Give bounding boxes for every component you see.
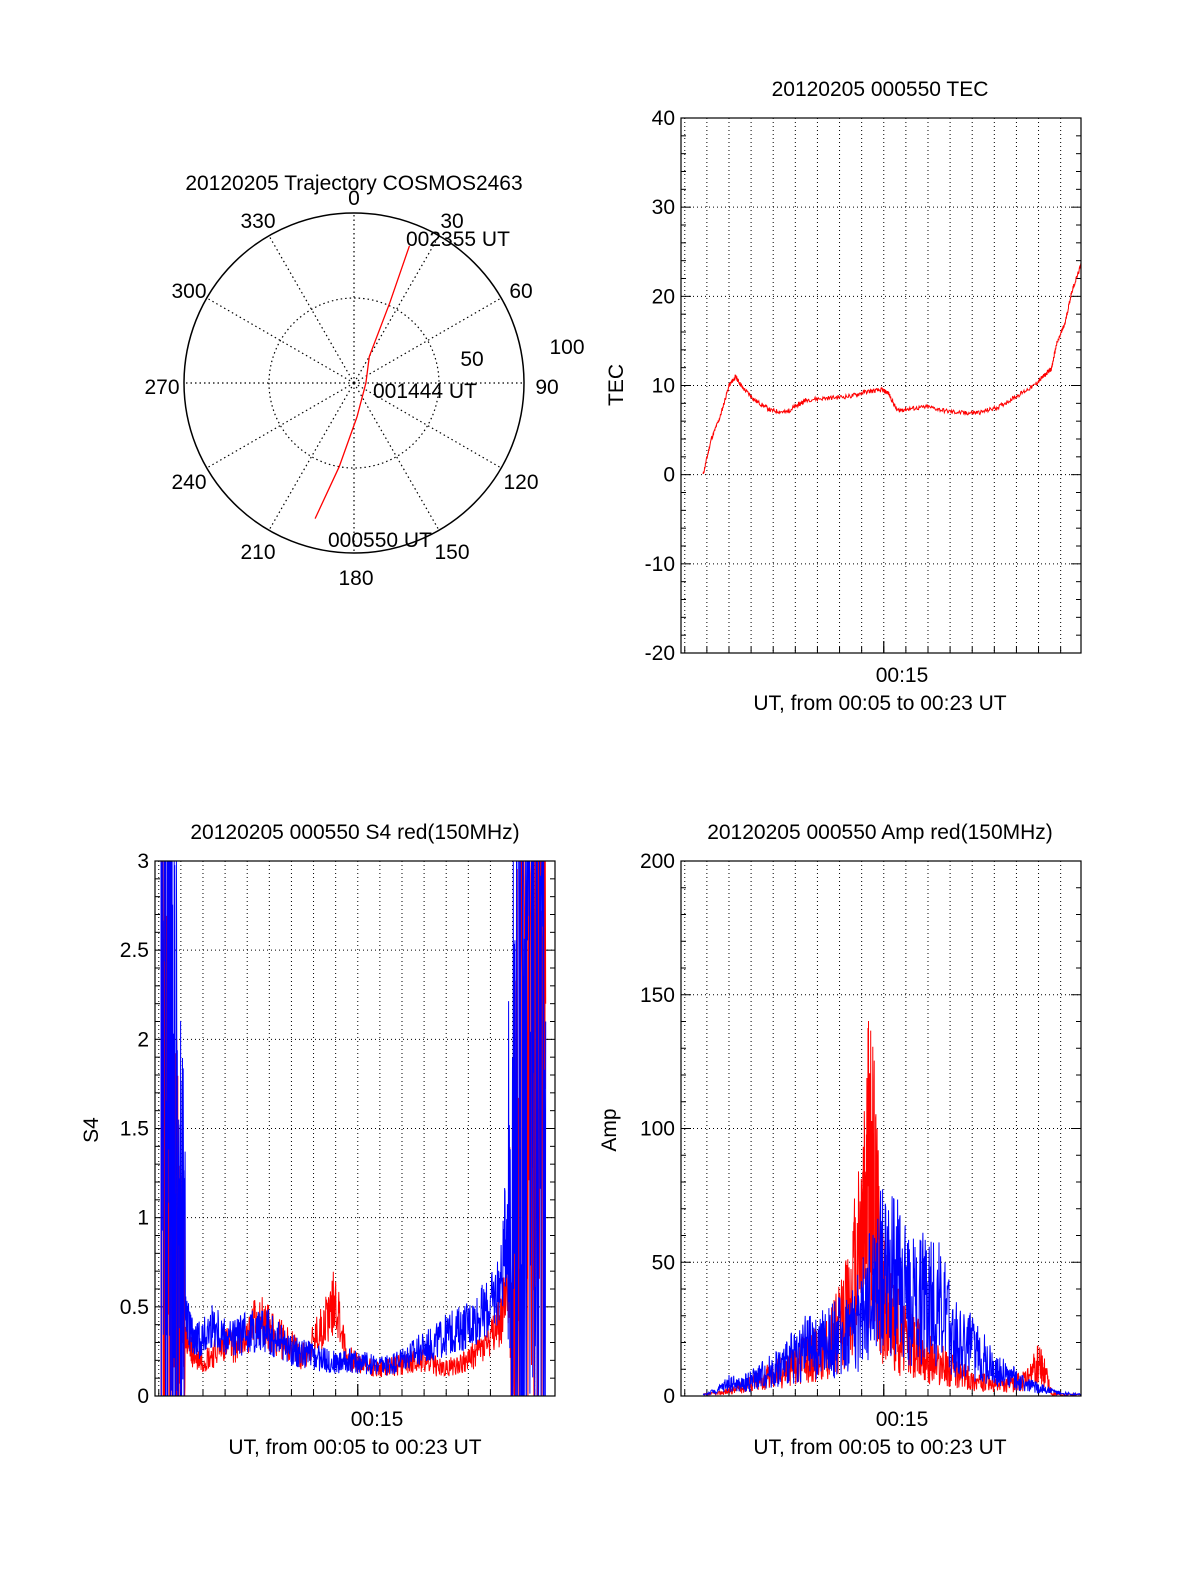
y-tick-label: 30 — [652, 196, 675, 219]
azimuth-label-30: 30 — [440, 210, 463, 233]
plot-frame — [154, 860, 556, 1397]
tec-title: 20120205 000550 TEC — [772, 78, 989, 101]
y-tick-label: 0 — [137, 1385, 149, 1408]
series-line-blue — [160, 860, 547, 1397]
azimuth-label-210: 210 — [240, 541, 275, 564]
tec-plot-area: -20 -10 0 10 20 30 40 — [645, 107, 1082, 665]
azimuth-label-270: 270 — [144, 376, 179, 399]
trajectory-title: 20120205 Trajectory COSMOS2463 — [185, 172, 522, 195]
azimuth-label-120: 120 — [503, 471, 538, 494]
polar-grid — [183, 212, 525, 554]
polar-spoke-300 — [206, 297, 355, 384]
amp-plot-area: 0 50 100 150 200 — [640, 850, 1082, 1408]
y-tick-label: 2.5 — [120, 939, 149, 962]
amp-xtick-0015: 00:15 — [876, 1408, 929, 1431]
s4-title: 20120205 000550 S4 red(150MHz) — [190, 821, 519, 844]
polar-spoke-60 — [353, 297, 502, 384]
s4-plot-area: 0 0.5 1 1.5 2 2.5 3 — [120, 850, 556, 1408]
polar-spoke-30 — [353, 235, 440, 384]
s4-ylabel: S4 — [80, 1117, 103, 1143]
azimuth-label-300: 300 — [171, 280, 206, 303]
azimuth-label-180: 180 — [338, 567, 373, 590]
y-tick-label: 3 — [137, 850, 149, 873]
polar-spoke-150 — [353, 382, 440, 531]
y-tick-label: -20 — [645, 642, 675, 665]
series-line-red — [160, 860, 547, 1397]
azimuth-label-240: 240 — [171, 471, 206, 494]
plot-frame — [680, 860, 1082, 1397]
track-end-label: 002355 UT — [406, 228, 510, 251]
y-tick-label: 50 — [652, 1251, 675, 1274]
amp-title: 20120205 000550 Amp red(150MHz) — [707, 821, 1053, 844]
polar-outer-ring — [183, 212, 525, 554]
y-tick-label: 150 — [640, 984, 675, 1007]
track-zenith-label: 001444 UT — [373, 380, 477, 403]
s4-xtick-0015: 00:15 — [351, 1408, 404, 1431]
amp-panel: 20120205 000550 Amp red(150MHz) UT, from… — [598, 821, 1082, 1459]
azimuth-label-330: 330 — [240, 210, 275, 233]
y-tick-label: 1.5 — [120, 1118, 149, 1141]
amp-xlabel: UT, from 00:05 to 00:23 UT — [753, 1436, 1006, 1459]
tec-panel: 20120205 000550 TEC UT, from 00:05 to 00… — [605, 78, 1082, 715]
plot-frame — [680, 117, 1082, 654]
y-tick-label: 100 — [640, 1118, 675, 1141]
y-tick-label: 1 — [137, 1207, 149, 1230]
radial-label-100: 100 — [549, 336, 584, 359]
azimuth-label-60: 60 — [509, 280, 532, 303]
series-line-blue — [702, 1189, 1082, 1397]
azimuth-label-150: 150 — [434, 541, 469, 564]
y-tick-label: 10 — [652, 375, 675, 398]
series-line-red — [702, 262, 1082, 475]
tec-xtick-0015: 00:15 — [876, 664, 929, 687]
y-tick-label: 0 — [663, 464, 675, 487]
y-tick-label: 2 — [137, 1028, 149, 1051]
y-tick-label: 20 — [652, 285, 675, 308]
y-tick-label: 0 — [663, 1385, 675, 1408]
track-start-label: 000550 UT — [328, 529, 432, 552]
radial-label-50: 50 — [460, 348, 483, 371]
polar-spoke-210 — [268, 382, 355, 531]
azimuth-label-90: 90 — [535, 376, 558, 399]
polar-spoke-330 — [268, 235, 355, 384]
tec-ylabel: TEC — [605, 364, 628, 406]
trajectory-track — [314, 245, 411, 519]
polar-spoke-120 — [353, 382, 502, 469]
s4-xlabel: UT, from 00:05 to 00:23 UT — [228, 1436, 481, 1459]
y-tick-label: 0.5 — [120, 1296, 149, 1319]
polar-azimuth-labels: 0 30 60 90 120 150 180 210 240 270 300 3… — [144, 187, 584, 590]
polar-inner-ring — [268, 297, 440, 469]
trajectory-panel: 20120205 Trajectory COSMOS2463 0 30 60 9… — [144, 172, 584, 590]
y-tick-label: 40 — [652, 107, 675, 130]
amp-ylabel: Amp — [598, 1108, 621, 1151]
tec-xlabel: UT, from 00:05 to 00:23 UT — [753, 692, 1006, 715]
polar-spoke-240 — [206, 382, 355, 469]
y-tick-label: -10 — [645, 553, 675, 576]
y-tick-label: 200 — [640, 850, 675, 873]
s4-panel: 20120205 000550 S4 red(150MHz) UT, from … — [80, 821, 556, 1459]
azimuth-label-0: 0 — [348, 187, 360, 210]
